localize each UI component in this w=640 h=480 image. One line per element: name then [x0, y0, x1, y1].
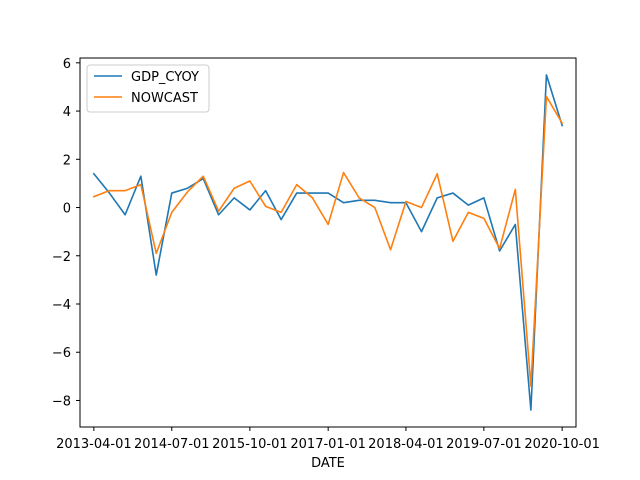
x-tick-label: 2014-07-01 — [134, 437, 210, 452]
series-line-gdp-cyoy — [92, 74, 564, 411]
y-tick-label: 2 — [63, 153, 71, 168]
series-layer — [92, 74, 564, 411]
y-tick-label: −8 — [52, 394, 71, 409]
y-axis: −8 −6 −4 −2 0 2 4 6 — [52, 57, 80, 409]
x-tick-label: 2019-07-01 — [446, 437, 522, 452]
x-axis: 2013-04-01 2014-07-01 2015-10-01 2017-01-01… — [56, 427, 600, 452]
x-axis-title: DATE — [311, 456, 345, 471]
x-tick-label: 2015-10-01 — [212, 437, 288, 452]
y-tick-label: −2 — [52, 250, 71, 265]
y-tick-label: 6 — [63, 57, 71, 72]
y-tick-label: −6 — [52, 346, 71, 361]
y-tick-label: −4 — [52, 298, 71, 313]
legend-label: NOWCAST — [131, 91, 198, 106]
y-tick-label: 4 — [63, 105, 71, 120]
legend-label: GDP_CYOY — [131, 70, 199, 85]
x-tick-label: 2017-01-01 — [290, 437, 366, 452]
x-tick-label: 2013-04-01 — [56, 437, 132, 452]
legend: GDP_CYOY NOWCAST — [86, 64, 210, 113]
y-tick-label: 0 — [63, 202, 71, 217]
x-tick-label: 2020-10-01 — [524, 437, 600, 452]
series-line-nowcast — [92, 95, 564, 387]
x-tick-label: 2018-04-01 — [368, 437, 444, 452]
